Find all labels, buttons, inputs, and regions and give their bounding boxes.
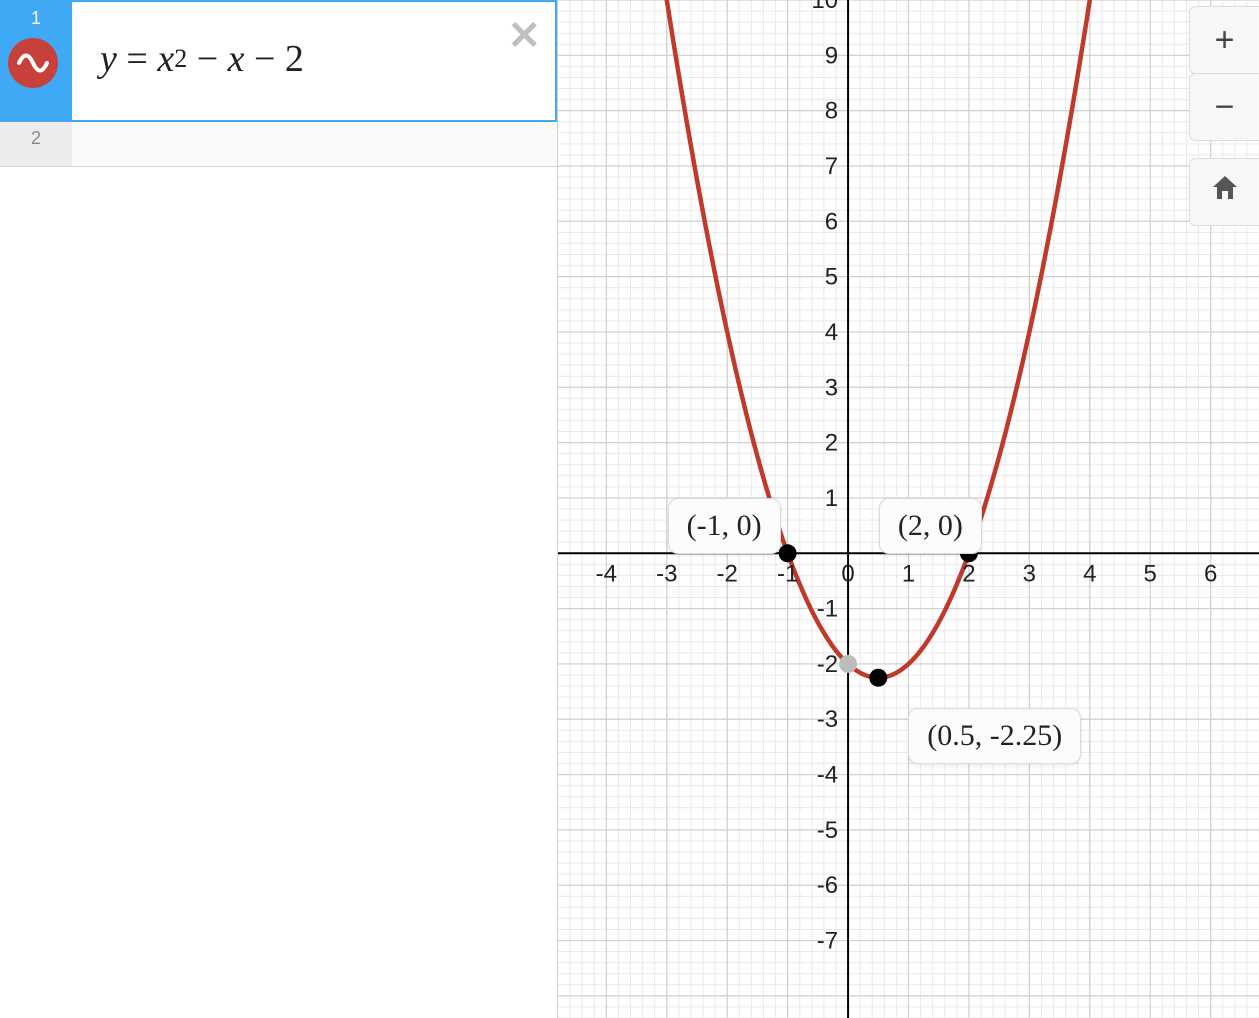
y-tick-label: 5 [825,264,838,291]
x-tick-label: -4 [596,560,617,587]
graph-point[interactable] [839,655,857,673]
y-tick-label: -7 [817,928,838,955]
home-icon [1210,174,1240,210]
y-tick-label: -4 [817,762,838,789]
point-label: (2, 0) [879,498,982,554]
y-tick-label: -5 [817,817,838,844]
x-tick-label: 6 [1204,560,1217,587]
y-tick-label: -2 [817,651,838,678]
plus-icon: + [1215,21,1235,60]
point-label: (0.5, -2.25) [908,708,1081,764]
home-button[interactable] [1189,158,1259,226]
y-tick-label: 2 [825,430,838,457]
y-tick-label: -1 [817,596,838,623]
minus-icon: − [1215,88,1235,127]
y-tick-label: 8 [825,98,838,125]
x-tick-label: -2 [717,560,738,587]
wave-icon[interactable] [8,38,58,88]
y-tick-label: 10 [811,0,838,14]
graph-area[interactable]: -4-3-2-10123456-7-6-5-4-3-2-112345678910… [558,0,1259,1018]
x-tick-label: 5 [1144,560,1157,587]
y-tick-label: -3 [817,706,838,733]
graph-point[interactable] [779,544,797,562]
graph-point[interactable] [869,669,887,687]
expression-row[interactable]: 1✕y = x2 − x − 2 [0,0,557,122]
y-tick-label: 6 [825,208,838,235]
expression-input[interactable]: y = x2 − x − 2 [72,2,555,120]
expression-row[interactable]: 2 [0,122,557,167]
x-tick-label: 2 [962,560,975,587]
x-tick-label: -1 [777,560,798,587]
y-tick-label: -6 [817,872,838,899]
y-tick-label: 1 [825,485,838,512]
delete-expression-button[interactable]: ✕ [507,16,541,56]
y-tick-label: 9 [825,42,838,69]
expression-index: 2 [0,122,72,166]
x-tick-label: 0 [841,560,854,587]
y-tick-label: 7 [825,153,838,180]
x-tick-label: 3 [1023,560,1036,587]
point-label: (-1, 0) [668,498,781,554]
x-tick-label: 1 [902,560,915,587]
x-tick-label: -3 [656,560,677,587]
x-tick-label: 4 [1083,560,1096,587]
y-tick-label: 4 [825,319,838,346]
zoom-in-button[interactable]: + [1189,6,1259,74]
y-tick-label: 3 [825,374,838,401]
expression-panel: 1✕y = x2 − x − 22 [0,0,558,1018]
expression-input[interactable] [72,122,557,166]
graph-controls: + − [1189,6,1259,225]
zoom-out-button[interactable]: − [1189,73,1259,141]
